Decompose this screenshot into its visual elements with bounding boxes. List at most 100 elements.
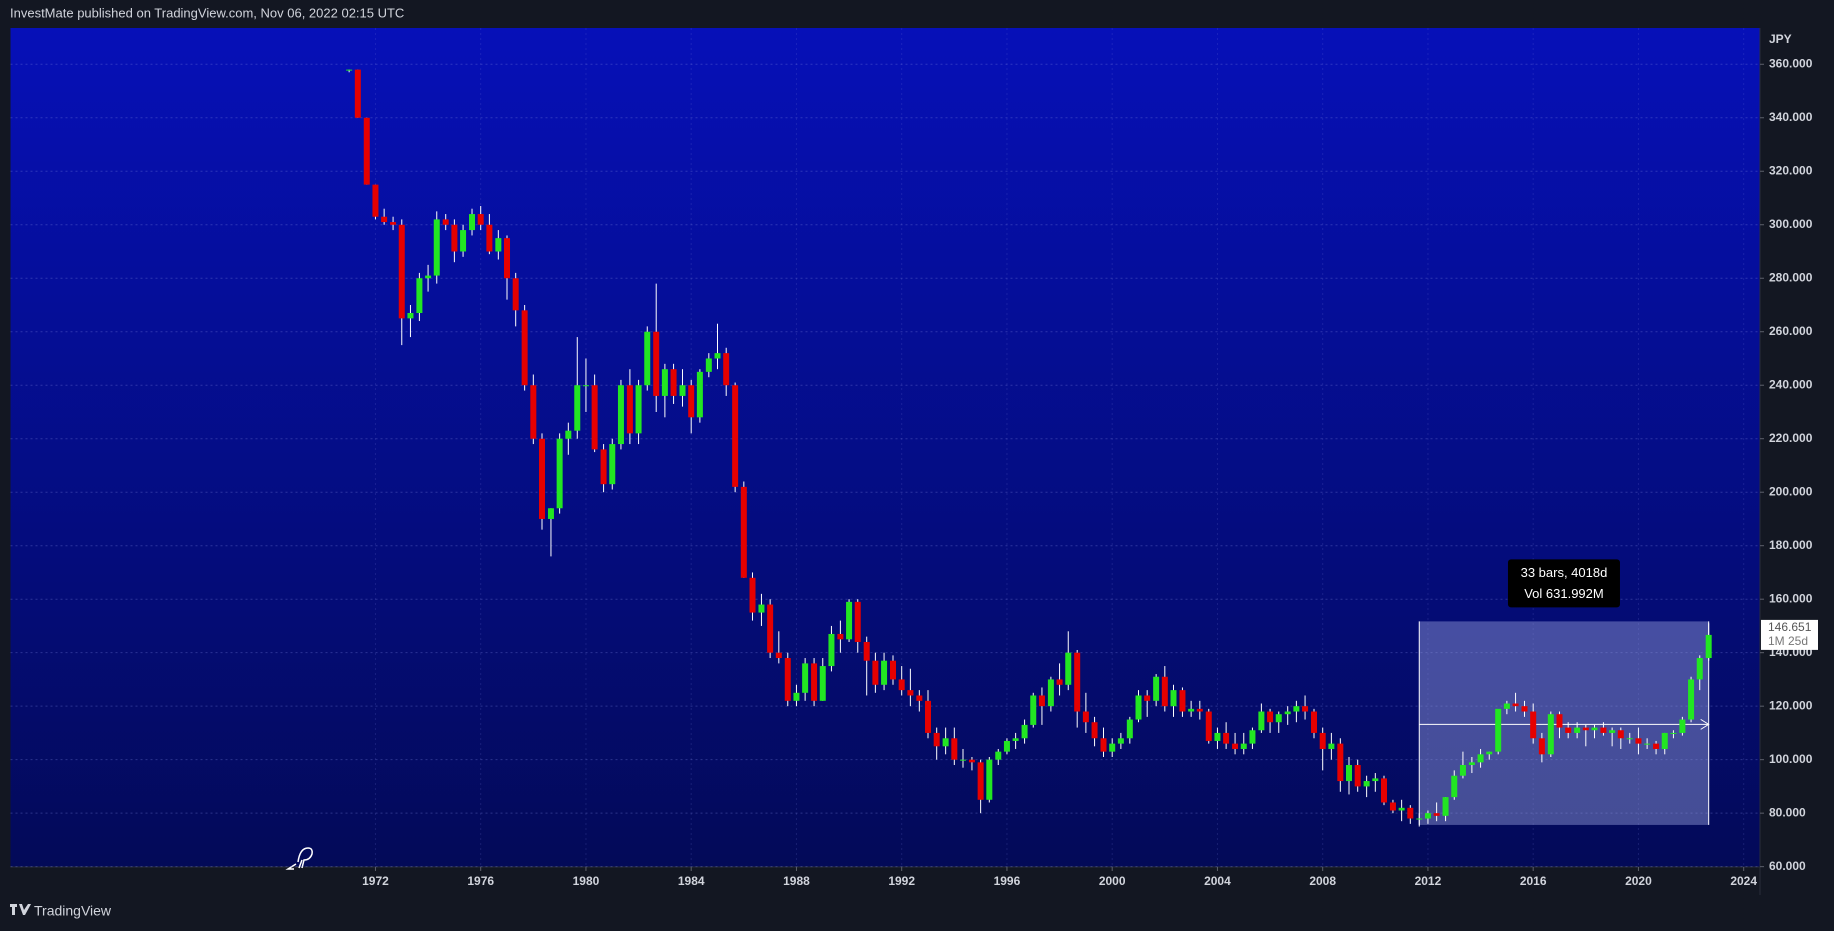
candle-body <box>372 184 379 217</box>
candle-body <box>1021 724 1028 739</box>
candle-body <box>854 601 861 642</box>
candle-body <box>793 692 800 701</box>
y-tick-label: 80.000 <box>1769 805 1806 819</box>
candle-body <box>679 385 686 396</box>
candle-body <box>1153 676 1160 701</box>
candle-body <box>1538 738 1545 755</box>
y-tick-label: 340.000 <box>1769 110 1813 124</box>
candle-body <box>1030 695 1037 725</box>
candle-body <box>670 369 677 396</box>
candle-body <box>1311 711 1318 733</box>
mascot-icon <box>285 847 313 870</box>
candle-body <box>968 759 975 763</box>
candle-body <box>469 214 476 231</box>
candle-body <box>1582 727 1589 731</box>
candle-body <box>1389 802 1396 811</box>
candle-body <box>749 577 756 613</box>
candle-body <box>1205 711 1212 741</box>
candle-body <box>653 331 660 396</box>
candle-body <box>819 666 826 701</box>
x-tick-label: 1988 <box>783 874 810 888</box>
candle-body <box>1459 765 1466 776</box>
candle-body <box>828 633 835 667</box>
candle-body <box>530 385 537 439</box>
measure-bars: 33 bars, 4018d <box>1521 565 1608 580</box>
candle-body <box>696 371 703 418</box>
x-tick-label: 2012 <box>1415 874 1442 888</box>
candle-body <box>495 238 502 252</box>
y-tick-label: 200.000 <box>1769 484 1813 498</box>
y-tick-label: 160.000 <box>1769 591 1813 605</box>
logo <box>10 904 31 915</box>
logo-icon <box>10 904 31 915</box>
candle-body <box>863 641 870 661</box>
candle-body <box>1161 676 1168 707</box>
candle-body <box>1284 711 1291 715</box>
candle-body <box>1451 775 1458 798</box>
candle-body <box>1670 732 1677 734</box>
candle-body <box>1249 730 1256 744</box>
candle-body <box>1302 706 1309 712</box>
candle-body <box>1591 727 1598 731</box>
x-tick-label: 1980 <box>573 874 600 888</box>
x-tick-label: 1996 <box>994 874 1021 888</box>
candle-body <box>539 438 546 519</box>
x-tick-label: 1972 <box>362 874 389 888</box>
candle-body <box>425 275 432 279</box>
candle-body <box>477 214 484 225</box>
candle-body <box>661 369 668 396</box>
candle-body <box>1688 679 1695 720</box>
candle-body <box>486 224 493 252</box>
y-tick-label: 60.000 <box>1769 859 1806 873</box>
candle-body <box>1179 690 1186 712</box>
y-tick-label: 300.000 <box>1769 217 1813 231</box>
candle-body <box>1267 711 1274 723</box>
candle-body <box>556 438 563 509</box>
bar-countdown: 1M 25d <box>1768 634 1808 648</box>
candle-body <box>881 660 888 685</box>
candle-body <box>1109 743 1116 752</box>
axes: JPY60.00080.000100.000120.000140.000160.… <box>362 32 1813 888</box>
candle-body <box>714 353 721 359</box>
candle-body <box>933 732 940 747</box>
candle-body <box>582 385 589 387</box>
candle-body <box>1126 719 1133 739</box>
x-tick-label: 1992 <box>888 874 915 888</box>
candle-body <box>1635 738 1642 744</box>
candle-body <box>775 652 782 659</box>
candle-body <box>1644 743 1651 745</box>
publish-header: InvestMate published on TradingView.com,… <box>10 5 404 20</box>
y-tick-label: 360.000 <box>1769 56 1813 70</box>
candle-body <box>784 658 791 701</box>
candle-body <box>1530 711 1537 739</box>
x-tick-label: 1984 <box>678 874 705 888</box>
candle-body <box>1223 732 1230 744</box>
candle-body <box>916 695 923 701</box>
candle-body <box>644 331 651 386</box>
measure-range <box>1419 621 1709 825</box>
candle-body <box>1372 778 1379 782</box>
x-tick-label: 2000 <box>1099 874 1126 888</box>
candle-body <box>1503 703 1510 709</box>
candle-body <box>451 224 458 252</box>
candle-body <box>512 278 519 311</box>
candle-body <box>1038 695 1045 707</box>
y-tick-label: 100.000 <box>1769 752 1813 766</box>
candle-body <box>1275 714 1282 723</box>
candle-body <box>504 238 511 279</box>
candle-body <box>1609 730 1616 733</box>
candle-body <box>600 449 607 485</box>
candle-body <box>1495 708 1502 752</box>
candle-body <box>1679 719 1686 733</box>
candle-body <box>1512 703 1519 707</box>
candle-body <box>890 660 897 680</box>
candle-body <box>907 690 914 696</box>
candle-body <box>1074 652 1081 712</box>
candle-body <box>626 385 633 434</box>
last-price-value: 146.651 <box>1768 620 1812 634</box>
candle-body <box>460 230 467 252</box>
candle-body <box>1082 711 1089 723</box>
candle-body <box>1065 652 1072 685</box>
candle-body <box>1556 714 1563 728</box>
candle-body <box>1521 706 1528 712</box>
